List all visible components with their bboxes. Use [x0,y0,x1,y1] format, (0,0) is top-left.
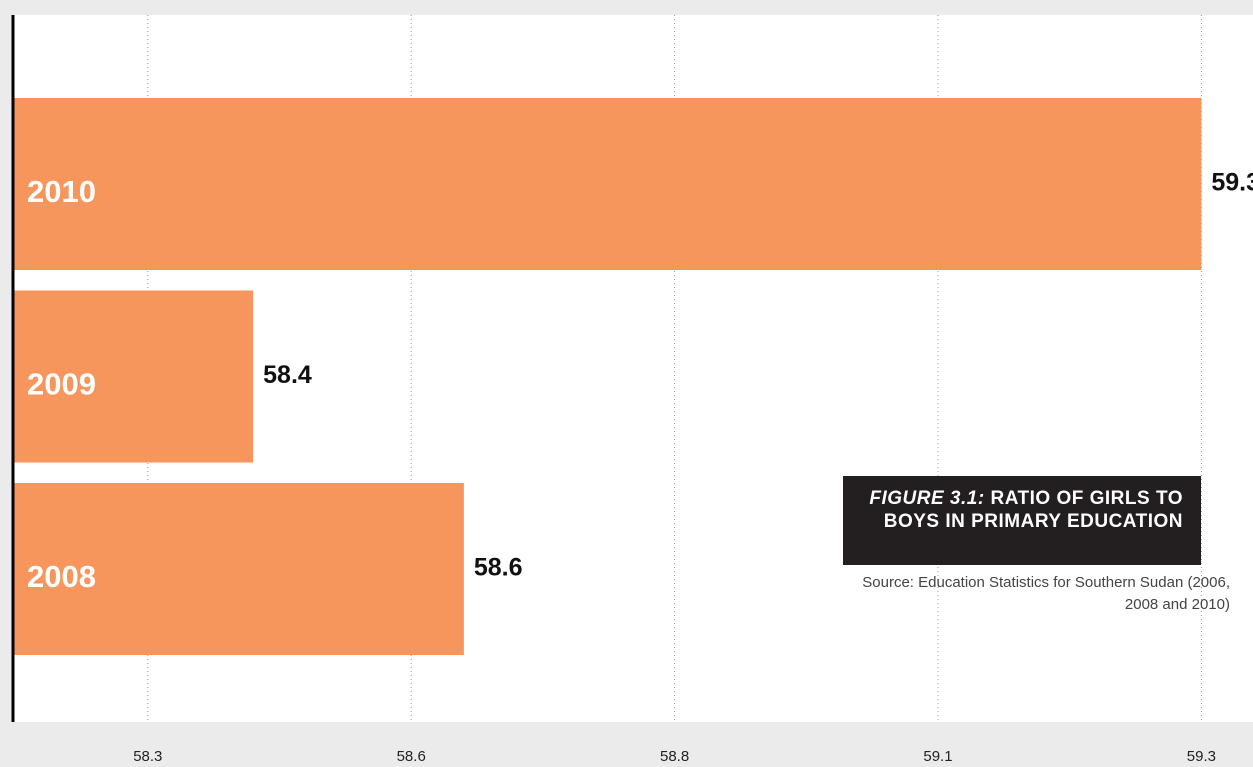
category-label: 2009 [27,367,96,402]
title-box: FIGURE 3.1: RATIO OF GIRLS TO BOYS IN PR… [843,476,1201,565]
category-label: 2010 [27,174,96,209]
chart-title: RATIO OF GIRLS TO BOYS IN PRIMARY EDUCAT… [883,488,1183,532]
x-tick-label: 59.3 [1187,748,1216,765]
value-label: 58.6 [474,554,523,582]
x-tick-label: 58.8 [660,748,689,765]
value-label: 58.4 [263,361,312,389]
category-label: 2008 [27,559,96,594]
value-label: 59.3 [1211,169,1253,197]
bar [14,98,1202,270]
source-note: Source: Education Statistics for Souther… [862,574,1230,613]
x-tick-label: 59.1 [923,748,952,765]
x-tick-label: 58.6 [397,748,426,765]
bar [14,290,254,463]
bar [14,483,464,655]
figure-label: FIGURE 3.1: [869,488,985,509]
x-tick-label: 58.3 [133,748,162,765]
